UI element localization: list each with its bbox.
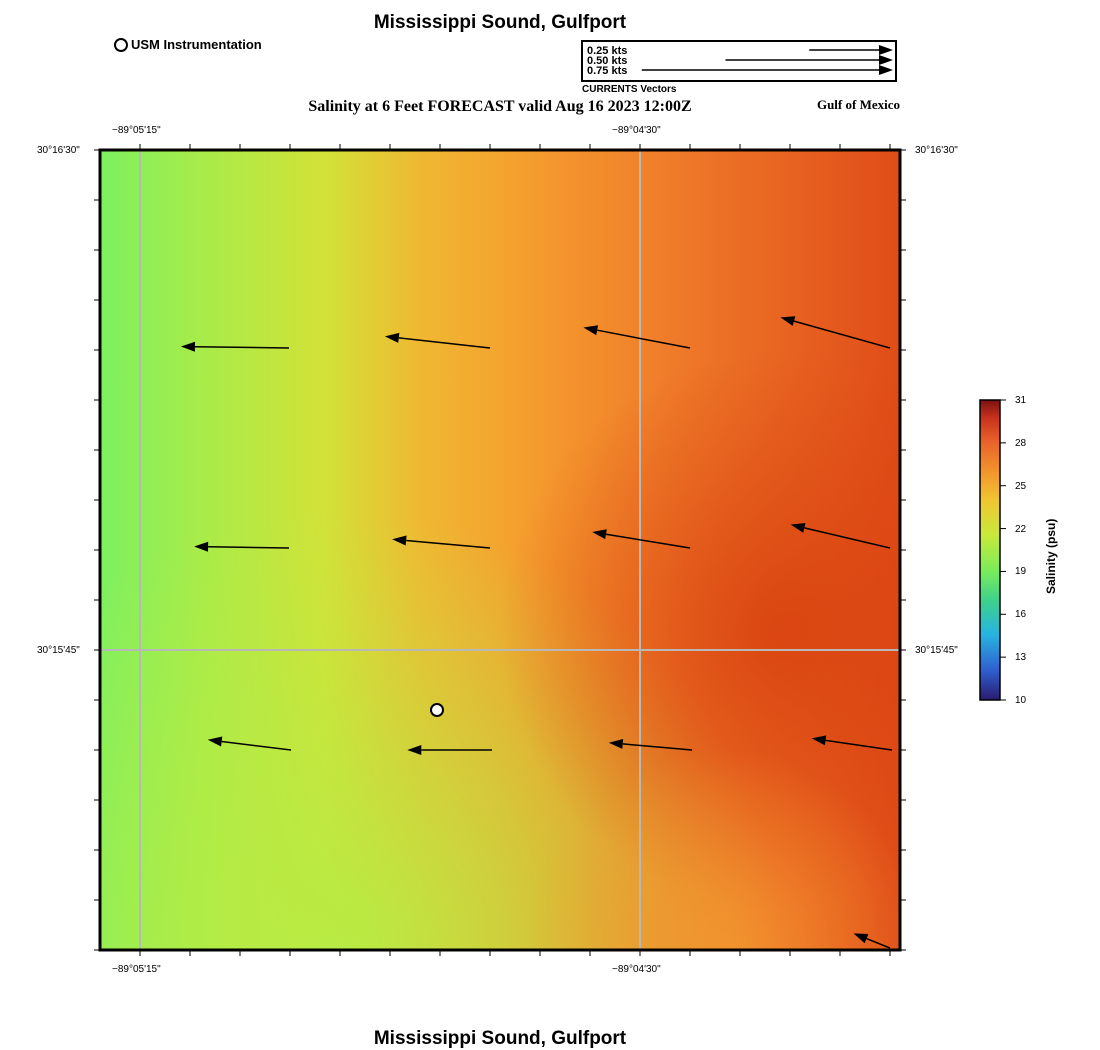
legend-arrow-3-head — [879, 65, 893, 75]
salinity-field — [100, 150, 900, 950]
current-vector-2-1-head — [407, 745, 422, 755]
lat-tick-right-2: 30°15'45" — [915, 645, 958, 656]
lon-tick-top-2: −89°04'30" — [612, 125, 661, 136]
current-vector-1-0-head — [194, 541, 209, 552]
legend-arrow-3 — [641, 65, 893, 75]
current-vector-0-2 — [583, 325, 691, 349]
current-vector-0-3 — [780, 316, 891, 349]
vector-legend-label-3: 0.75 kts — [587, 65, 628, 77]
current-vector-2-3 — [811, 735, 893, 751]
open-circle-icon — [114, 38, 128, 52]
current-vector-2-3-head — [811, 735, 827, 746]
colorbar-tick-28: 28 — [1015, 438, 1027, 449]
colorbar-tick-16: 16 — [1015, 609, 1027, 620]
legend-arrow-1-head — [879, 45, 893, 55]
vector-legend-box: 0.25 kts 0.50 kts 0.75 kts — [581, 40, 897, 82]
colorbar-tick-22: 22 — [1015, 524, 1027, 535]
current-vector-0-3-head — [780, 316, 796, 326]
colorbar-tick-19: 19 — [1015, 566, 1027, 577]
colorbar-tick-31: 31 — [1015, 395, 1027, 406]
current-vector-2-3-shaft — [825, 739, 893, 751]
current-vector-3-3 — [853, 933, 891, 949]
current-vector-2-0-shaft — [221, 740, 292, 751]
current-vector-1-1 — [392, 535, 491, 549]
frame-ticks — [94, 144, 906, 956]
current-vectors — [180, 316, 893, 949]
current-vector-0-3-shaft — [793, 320, 891, 349]
current-vector-1-2 — [592, 529, 691, 549]
current-vector-1-2-head — [592, 529, 607, 540]
region-label: Gulf of Mexico — [816, 97, 900, 112]
colorbar-tick-13: 13 — [1015, 652, 1027, 663]
station-legend: USM Instrumentation — [114, 37, 262, 52]
map-title-top: Mississippi Sound, Gulfport — [373, 12, 627, 33]
current-vector-1-0 — [194, 541, 290, 552]
current-vector-0-1-shaft — [398, 337, 491, 349]
current-vector-0-0-head — [180, 341, 196, 352]
station-legend-label: USM Instrumentation — [131, 37, 262, 52]
legend-arrow-2-head — [879, 55, 893, 65]
vector-legend-caption: CURRENTS Vectors — [582, 84, 677, 95]
current-vector-3-3-shaft — [866, 937, 891, 949]
current-vector-1-3 — [790, 522, 891, 549]
current-vector-1-1-shaft — [406, 539, 491, 549]
current-vector-1-0-shaft — [208, 546, 290, 549]
vector-legend-label-2: 0.50 kts — [587, 55, 628, 67]
current-vector-0-2-shaft — [597, 329, 691, 349]
lat-tick-left-2: 30°15'45" — [37, 645, 80, 656]
vector-legend-label-1: 0.25 kts — [587, 45, 628, 57]
legend-arrow-2 — [725, 55, 893, 65]
map-title-bottom: Mississippi Sound, Gulfport — [373, 1028, 627, 1049]
current-vector-2-0 — [207, 736, 292, 751]
current-vector-3-3-head — [853, 933, 869, 944]
vector-legend-arrows — [641, 45, 893, 75]
salinity-colorbar — [979, 399, 1001, 701]
colorbar-tick-10: 10 — [1015, 695, 1027, 706]
map-subtitle: Salinity at 6 Feet FORECAST valid Aug 16… — [308, 98, 692, 115]
current-vector-2-2-shaft — [622, 743, 693, 751]
current-vector-2-0-head — [207, 736, 223, 747]
lon-tick-top-1: −89°05'15" — [112, 125, 161, 136]
current-vector-0-2-head — [583, 325, 599, 336]
current-vector-1-1-head — [392, 535, 407, 546]
current-vector-2-2-head — [608, 738, 624, 749]
lat-tick-left-1: 30°16'30" — [37, 145, 80, 156]
colorbar-tick-25: 25 — [1015, 481, 1027, 492]
current-vector-0-1 — [384, 332, 491, 349]
current-vector-1-3-head — [790, 522, 806, 533]
colorbar-ticks — [1000, 399, 1006, 701]
graticule — [100, 150, 900, 950]
current-vector-1-3-shaft — [804, 527, 891, 549]
legend-arrow-1 — [809, 45, 893, 55]
current-vector-2-1 — [407, 745, 492, 755]
current-vector-0-0 — [180, 341, 290, 352]
lat-tick-right-1: 30°16'30" — [915, 145, 958, 156]
lon-tick-bottom-2: −89°04'30" — [612, 964, 661, 975]
usm-station-marker[interactable] — [430, 703, 444, 717]
lon-tick-bottom-1: −89°05'15" — [112, 964, 161, 975]
current-vector-1-2-shaft — [605, 533, 691, 549]
current-vector-2-2 — [608, 738, 693, 751]
current-vector-0-0-shaft — [194, 345, 290, 349]
current-vector-0-1-head — [384, 332, 400, 343]
